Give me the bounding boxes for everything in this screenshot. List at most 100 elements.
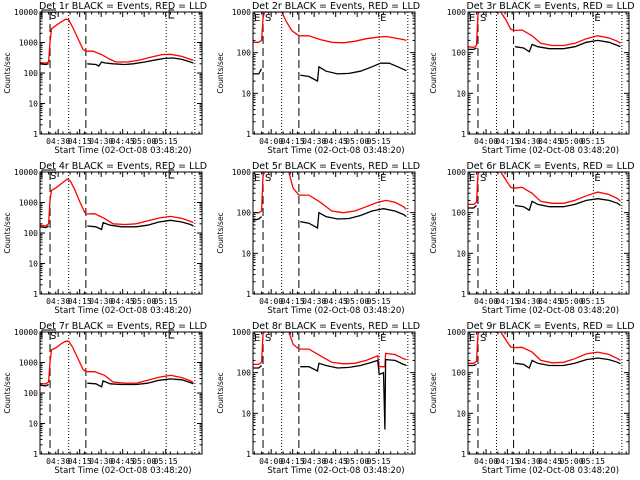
start-marker: S xyxy=(265,173,271,184)
detector-panel-1: Det 1r BLACK = Events, RED = LLD 1 10 100 10… xyxy=(0,0,213,160)
chart-svg: Det 2r BLACK = Events, RED = LLD 1 10 100 10… xyxy=(216,1,420,156)
x-tick-label: 04:45 xyxy=(324,137,348,146)
x-tick-label: 04:30 xyxy=(46,457,70,466)
x-tick-label: 04:30 xyxy=(517,137,541,146)
plot-frame xyxy=(252,171,416,295)
chart-title: Det 1r BLACK = Events, RED = LLD xyxy=(39,1,207,12)
y-tick-label: 1 xyxy=(33,290,38,299)
start-marker: S xyxy=(265,13,271,24)
x-tick-label: 05:15 xyxy=(581,137,605,146)
series-line-events xyxy=(40,225,49,229)
x-tick-label: 04:30 xyxy=(46,137,70,146)
y-tick-label: 10 xyxy=(28,260,38,269)
x-tick-label: 04:00 xyxy=(474,137,498,146)
y-tick-label: 10 xyxy=(28,100,38,109)
series-line-events xyxy=(253,68,263,75)
y-axis-label: Counts/sec xyxy=(429,52,438,93)
end-marker: E xyxy=(380,173,386,184)
chart-svg: Det 9r BLACK = Events, RED = LLD 1 10 100 10… xyxy=(429,321,635,476)
x-tick-label: 05:00 xyxy=(132,297,156,306)
x-tick-label: 04:45 xyxy=(324,297,348,306)
series-line-events xyxy=(253,365,263,369)
series-line-events xyxy=(300,208,407,230)
chart-title: Det 5r BLACK = Events, RED = LLD xyxy=(252,161,420,172)
y-tick-label: 100 xyxy=(452,209,467,218)
y-tick-label: 1 xyxy=(246,290,251,299)
y-tick-label: 100 xyxy=(24,69,39,78)
chart-svg: Det 7r BLACK = Events, RED = LLD 1 10 100 10… xyxy=(3,321,207,476)
x-tick-label: 05:00 xyxy=(559,137,583,146)
x-axis-label: Start Time (02-Oct-08 03:48:20) xyxy=(267,466,404,476)
y-tick-label: 1000 xyxy=(447,8,466,17)
y-tick-label: 100 xyxy=(24,229,39,238)
start-bracket xyxy=(41,9,57,18)
chart-svg: Det 4r BLACK = Events, RED = LLD 1 10 100 10… xyxy=(3,161,207,316)
plot-frame xyxy=(252,331,416,455)
y-tick-label: 10000 xyxy=(14,328,38,337)
series-line-events xyxy=(87,219,194,231)
start-marker: S xyxy=(50,331,56,342)
y-axis-label: Counts/sec xyxy=(429,372,438,413)
y-tick-label: 1 xyxy=(33,450,38,459)
plot-frame xyxy=(39,11,203,135)
start-bracket xyxy=(41,169,57,178)
y-tick-label: 100 xyxy=(452,369,467,378)
x-tick-label: 04:00 xyxy=(474,457,498,466)
plot-frame xyxy=(39,331,203,455)
plot-frame xyxy=(252,11,416,135)
x-tick-label: 04:00 xyxy=(259,137,283,146)
x-tick-label: 05:00 xyxy=(345,457,369,466)
plot-frame xyxy=(39,171,203,295)
detector-panel-7: Det 7r BLACK = Events, RED = LLD 1 10 100 10… xyxy=(0,320,213,480)
x-axis-label: Start Time (02-Oct-08 03:48:20) xyxy=(54,466,191,476)
start-marker: S xyxy=(480,173,486,184)
x-tick-label: 04:30 xyxy=(302,297,326,306)
x-tick-label: 04:00 xyxy=(259,457,283,466)
series-line-events xyxy=(300,62,407,83)
x-axis-label: Start Time (02-Oct-08 03:48:20) xyxy=(482,306,619,316)
y-tick-label: 1 xyxy=(33,130,38,139)
x-tick-label: 04:30 xyxy=(89,297,113,306)
y-tick-label: 100 xyxy=(237,369,252,378)
end-marker: E xyxy=(380,333,386,344)
x-tick-label: 04:15 xyxy=(281,137,305,146)
x-tick-label: 04:45 xyxy=(538,297,562,306)
x-axis-label: Start Time (02-Oct-08 03:48:20) xyxy=(267,306,404,316)
y-axis-label: Counts/sec xyxy=(216,372,225,413)
detector-panel-3: Det 3r BLACK = Events, RED = LLD 1 10 100 10… xyxy=(426,0,639,160)
y-axis-label: Counts/sec xyxy=(3,52,12,93)
y-tick-label: 1000 xyxy=(447,328,466,337)
series-line-lld xyxy=(253,332,407,368)
chart-title: Det 4r BLACK = Events, RED = LLD xyxy=(39,161,207,172)
x-tick-label: 04:45 xyxy=(538,137,562,146)
event-marker: E xyxy=(254,333,260,344)
series-group xyxy=(468,332,621,369)
x-tick-label: 04:15 xyxy=(281,297,305,306)
x-axis-label: Start Time (02-Oct-08 03:48:20) xyxy=(54,146,191,156)
y-tick-label: 1000 xyxy=(232,328,251,337)
series-group xyxy=(468,172,621,212)
detector-panel-9: Det 9r BLACK = Events, RED = LLD 1 10 100 10… xyxy=(426,320,639,480)
y-axis-label: Counts/sec xyxy=(3,212,12,253)
end-marker: E xyxy=(380,13,386,24)
y-tick-label: 1 xyxy=(461,130,466,139)
series-line-lld xyxy=(468,332,621,364)
end-marker: E xyxy=(594,13,600,24)
series-line-events xyxy=(514,357,621,369)
y-tick-label: 100 xyxy=(24,389,39,398)
series-line-lld xyxy=(40,340,194,385)
x-tick-label: 04:45 xyxy=(111,297,135,306)
series-line-events xyxy=(468,363,477,367)
x-tick-label: 05:00 xyxy=(559,297,583,306)
x-tick-label: 05:15 xyxy=(367,457,391,466)
series-line-lld xyxy=(253,172,407,214)
y-axis-label: Counts/sec xyxy=(429,212,438,253)
y-axis-label: Counts/sec xyxy=(216,52,225,93)
chart-svg: Det 1r BLACK = Events, RED = LLD 1 10 100 10… xyxy=(3,1,207,156)
x-axis-label: Start Time (02-Oct-08 03:48:20) xyxy=(482,146,619,156)
x-axis-label: Start Time (02-Oct-08 03:48:20) xyxy=(482,466,619,476)
y-axis-label: Counts/sec xyxy=(216,212,225,253)
x-tick-label: 05:00 xyxy=(132,457,156,466)
series-group xyxy=(40,340,194,388)
series-line-events xyxy=(87,378,194,388)
